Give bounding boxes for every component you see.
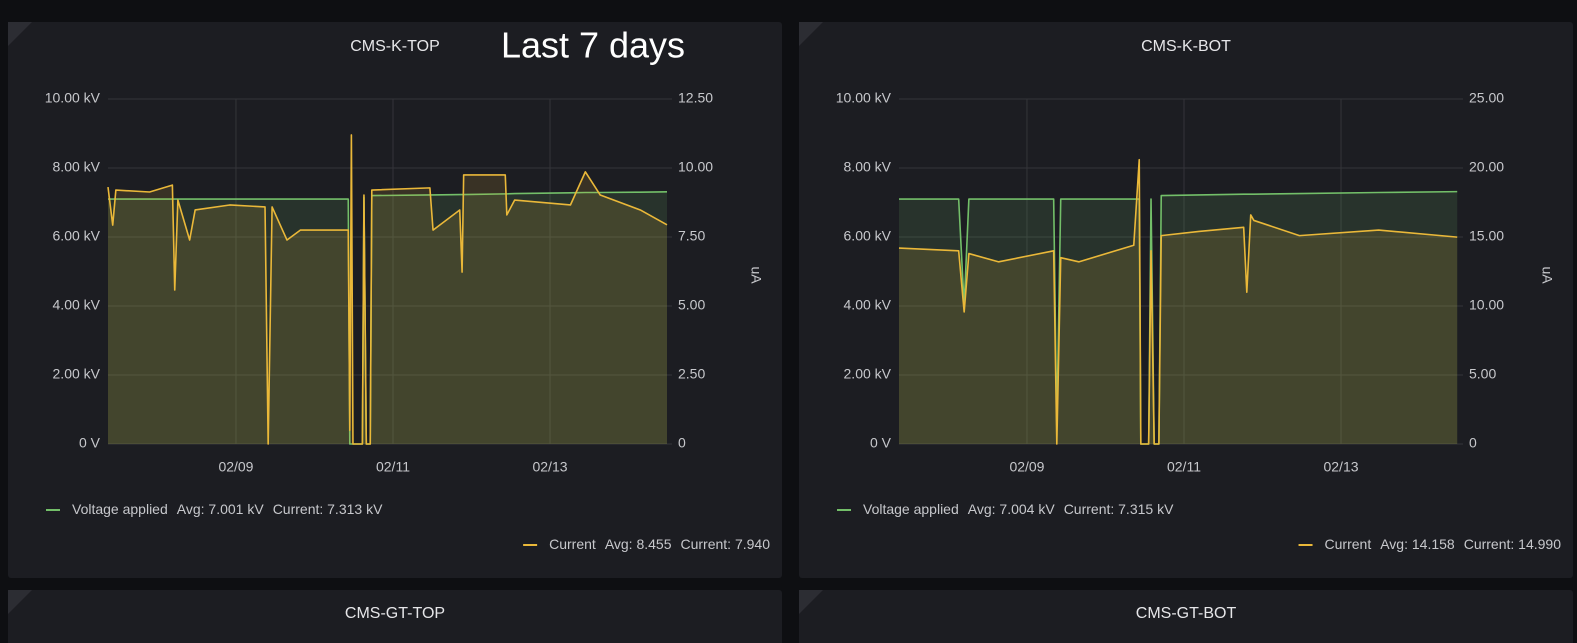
legend-text: Current Avg: 14.158 Current: 14.990 [1325,536,1562,552]
y-tick-label: 4.00 kV [844,297,892,313]
y2-axis-label: uA [1539,266,1555,284]
legend-name: Voltage applied [72,501,168,517]
series-area [108,191,667,444]
legend-text: Voltage applied Avg: 7.004 kV Current: 7.3… [863,501,1174,517]
panel [8,22,782,578]
y2-tick-label: 5.00 [1469,366,1496,382]
series-line [898,158,1458,445]
x-tick-label: 02/11 [376,459,410,475]
legend-value: Avg: 14.158 [1380,536,1455,552]
y2-tick-label: 25.00 [1469,90,1504,106]
y2-tick-label: 12.50 [678,90,713,106]
x-tick-label: 02/09 [218,459,253,475]
y2-tick-label: 10.00 [1469,297,1504,313]
y-tick-label: 10.00 kV [836,90,892,106]
x-tick-label: 02/13 [1323,459,1358,475]
y2-tick-label: 5.00 [678,297,705,313]
legend-value: Current: 7.315 kV [1064,501,1174,517]
info-corner [8,22,32,46]
legend-item: Voltage applied Avg: 7.004 kV Current: 7.3… [837,501,1174,517]
x-tick-label: 02/09 [1009,459,1044,475]
y2-tick-label: 10.00 [678,159,713,175]
y-tick-label: 10.00 kV [45,90,101,106]
y2-tick-label: 7.50 [678,228,705,244]
y-tick-label: 4.00 kV [53,297,101,313]
legend-item: Current Avg: 8.455 Current: 7.940 [523,536,770,552]
panel [799,22,1573,578]
legend-name: Current [549,536,596,552]
y2-axis-label: uA [748,266,764,284]
x-tick-label: 02/11 [1167,459,1201,475]
y-tick-label: 2.00 kV [53,366,101,382]
y-tick-label: 0 V [79,435,101,451]
info-corner [799,22,823,46]
annotation: Last 7 days [501,25,685,66]
legend-text: Voltage applied Avg: 7.001 kV Current: 7.3… [72,501,383,517]
x-tick-label: 02/13 [532,459,567,475]
legend-value: Avg: 7.001 kV [177,501,265,517]
legend-value: Avg: 8.455 [605,536,672,552]
legend-name: Current [1325,536,1372,552]
legend-item: Voltage applied Avg: 7.001 kV Current: 7.3… [46,501,383,517]
y-tick-label: 6.00 kV [53,228,101,244]
y-tick-label: 6.00 kV [844,228,892,244]
y2-tick-label: 15.00 [1469,228,1504,244]
legend-value: Current: 7.313 kV [273,501,383,517]
info-corner [8,590,32,614]
series-area [899,191,1458,444]
legend-item: Current Avg: 14.158 Current: 14.990 [1298,536,1562,552]
legend-value: Current: 14.990 [1464,536,1561,552]
legend-name: Voltage applied [863,501,959,517]
panel [8,590,782,643]
legend-value: Avg: 7.004 kV [968,501,1056,517]
legend-text: Current Avg: 8.455 Current: 7.940 [549,536,770,552]
series-area [108,134,667,444]
panel-title: CMS-K-BOT [1141,38,1231,55]
panel [799,590,1573,643]
y-tick-label: 0 V [870,435,892,451]
legend-value: Current: 7.940 [681,536,771,552]
panel-title: CMS-GT-TOP [345,605,445,622]
y-tick-label: 8.00 kV [53,159,101,175]
y2-tick-label: 0 [1469,435,1477,451]
series-line [107,134,668,445]
panel-title: CMS-GT-BOT [1136,605,1237,622]
y2-tick-label: 2.50 [678,366,705,382]
y2-tick-label: 0 [678,435,686,451]
y-tick-label: 2.00 kV [844,366,892,382]
series-area [899,159,1458,444]
y2-tick-label: 20.00 [1469,159,1504,175]
y-tick-label: 8.00 kV [844,159,892,175]
info-corner [799,590,823,614]
panel-title: CMS-K-TOP [350,38,439,55]
